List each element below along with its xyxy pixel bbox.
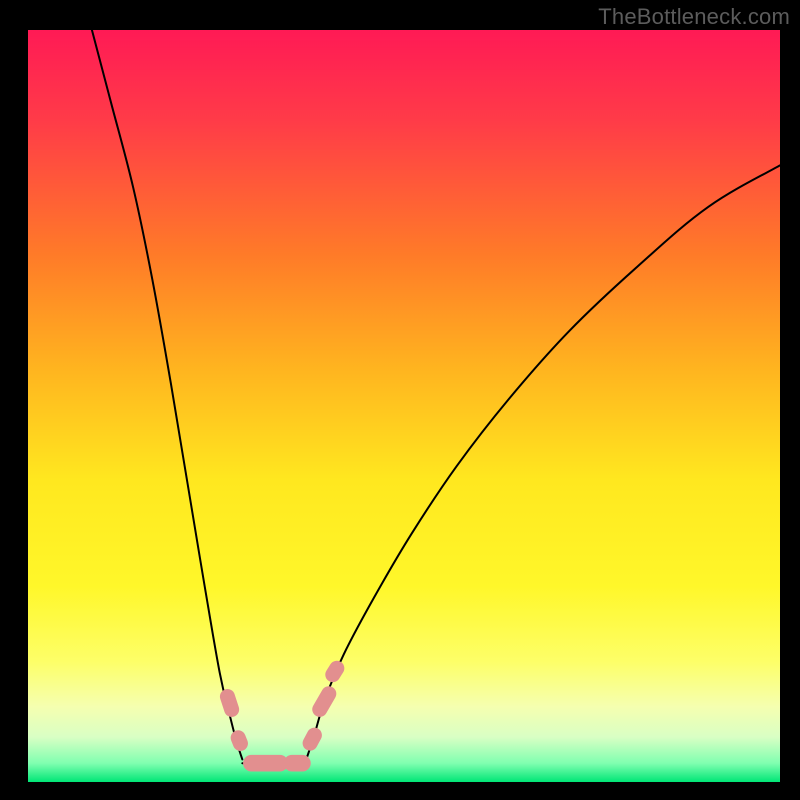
curve-right — [306, 165, 780, 759]
curve-left — [92, 30, 242, 759]
valley-marker-0 — [218, 687, 241, 719]
valley-marker-1 — [228, 728, 250, 753]
valley-marker-4 — [300, 725, 325, 753]
curve-overlay — [28, 30, 780, 782]
valley-marker-6 — [322, 658, 347, 685]
valley-marker-2 — [243, 755, 288, 772]
watermark-text: TheBottleneck.com — [598, 4, 790, 30]
valley-marker-3 — [284, 755, 311, 772]
valley-marker-5 — [310, 683, 340, 719]
chart-plot-area — [28, 30, 780, 782]
